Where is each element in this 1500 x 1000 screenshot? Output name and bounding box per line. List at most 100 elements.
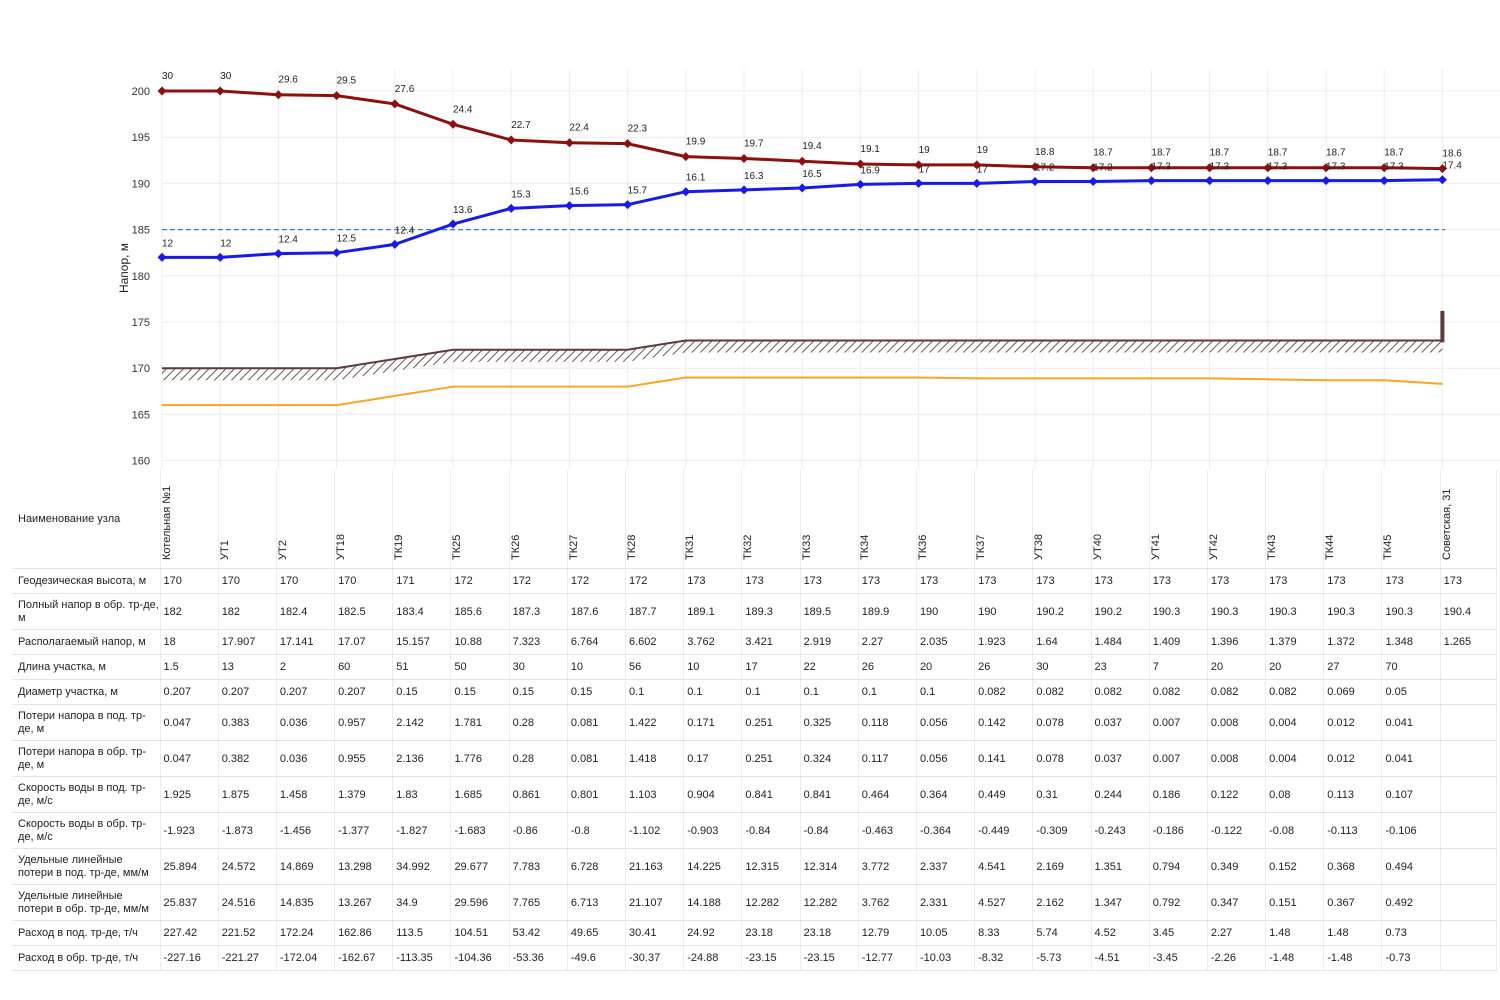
table-cell: 173 [858, 568, 917, 594]
table-row: Потери напора в под. тр-де, м 0.047 0.383 0… [12, 704, 1497, 741]
table-cell: 12.282 [800, 884, 859, 921]
y-tick-label: 165 [132, 409, 150, 421]
supply-data-label: 29.6 [278, 75, 298, 86]
head-profile-chart: 160 165 170 175 180 185 190 195 200 Напор, м 30 3… [117, 69, 1500, 469]
node-name-cell: ТК43 [1265, 470, 1325, 569]
return-data-label: 12 [220, 238, 232, 249]
return-point [448, 219, 458, 229]
table-cell: 10.05 [916, 920, 976, 946]
table-cell: 0.28 [509, 704, 568, 741]
node-name-cell: УТ18 [334, 470, 394, 569]
return-data-label: 17.3 [1151, 162, 1171, 173]
table-cell: 53.42 [509, 920, 568, 946]
return-data-label: 12.4 [395, 225, 415, 236]
table-row: Удельные линейные потери в под. тр-де, м… [12, 848, 1497, 885]
table-cell: -0.84 [741, 812, 801, 849]
table-cell: 3.772 [858, 848, 917, 885]
table-cell: 0.207 [218, 679, 277, 705]
return-data-label: 12.5 [337, 234, 357, 245]
table-cell: 0.036 [276, 740, 336, 777]
row-header: Удельные линейные потери в под. тр-де, м… [12, 848, 161, 885]
table-cell: 0.036 [276, 704, 336, 741]
return-point [1088, 177, 1098, 187]
node-name: ТК27 [567, 534, 580, 560]
return-point [506, 203, 516, 213]
table-cell: 0.142 [974, 704, 1034, 741]
return-point [797, 183, 807, 193]
table-cell: 173 [916, 568, 976, 594]
table-cell: 70 [1381, 654, 1441, 680]
table-cell: 26 [974, 654, 1034, 680]
table-cell: 0.494 [1381, 848, 1441, 885]
table-cell: 17 [741, 654, 801, 680]
table-cell: 1.396 [1207, 629, 1267, 655]
table-cell: -0.106 [1381, 812, 1441, 849]
y-tick-label: 180 [132, 271, 150, 283]
table-cell: 0.955 [334, 740, 394, 777]
table-cell: 0.244 [1091, 776, 1150, 813]
node-name: ТК25 [451, 534, 464, 560]
table-cell: -1.102 [625, 812, 685, 849]
supply-data-label: 22.4 [569, 123, 589, 134]
node-name: УТ40 [1091, 534, 1104, 560]
supply-point [332, 91, 342, 101]
table-cell: 51 [392, 654, 452, 680]
y-tick-label: 170 [132, 363, 150, 375]
table-row: Скорость воды в под. тр-де, м/с 1.925 1.87… [12, 776, 1497, 813]
table-cell: 0.078 [1032, 740, 1092, 777]
supply-data-label: 29.5 [337, 76, 357, 87]
node-name: Советская, 31 [1440, 488, 1453, 560]
table-cell: 24.92 [683, 920, 743, 946]
return-point [739, 185, 749, 195]
table-cell: 173 [1323, 568, 1383, 594]
table-cell: 190 [974, 593, 1034, 630]
node-name: ТК34 [858, 534, 871, 560]
table-cell: -23.15 [741, 945, 801, 971]
supply-data-label: 18.7 [1210, 148, 1230, 159]
node-name-cell: УТ41 [1149, 470, 1208, 569]
table-cell: -24.88 [683, 945, 743, 971]
supply-point [1321, 163, 1331, 173]
table-cell: 2.162 [1032, 884, 1092, 921]
table-cell: 173 [741, 568, 801, 594]
node-name-cell: ТК27 [567, 470, 627, 569]
table-cell: 3.762 [683, 629, 743, 655]
table-cell: 0.171 [683, 704, 743, 741]
table-cell: 29.677 [450, 848, 510, 885]
table-cell: 104.51 [450, 920, 510, 946]
table-cell: -0.8 [567, 812, 627, 849]
table-cell: 172 [509, 568, 568, 594]
node-name-cell: УТ42 [1207, 470, 1267, 569]
table-cell: -0.364 [916, 812, 976, 849]
table-cell: 0.207 [276, 679, 336, 705]
y-tick-label: 200 [132, 86, 150, 98]
table-cell: 2.142 [392, 704, 452, 741]
node-name-cell: ТК34 [858, 470, 917, 569]
table-cell: 23.18 [800, 920, 859, 946]
table-cell: 0.207 [160, 679, 219, 705]
table-cell: 0.008 [1207, 704, 1267, 741]
table-cell: 3.45 [1149, 920, 1208, 946]
table-cell: 113.5 [392, 920, 452, 946]
table-cell: 14.225 [683, 848, 743, 885]
node-name: ТК32 [742, 534, 755, 560]
supply-point [855, 159, 865, 169]
table-cell: 0.007 [1149, 704, 1208, 741]
node-name-cell: ТК44 [1323, 470, 1383, 569]
table-cell: 0.492 [1381, 884, 1441, 921]
table-cell: 0.349 [1207, 848, 1267, 885]
table-cell: 0.1 [741, 679, 801, 705]
table-cell: 4.527 [974, 884, 1034, 921]
table-cell: 0.08 [1265, 776, 1325, 813]
table-row: Расход в обр. тр-де, т/ч -227.16 -221.27 -1… [12, 945, 1497, 971]
table-cell: 0.141 [974, 740, 1034, 777]
table-cell [1440, 740, 1497, 777]
table-cell: -0.84 [800, 812, 859, 849]
table-cell: 0.207 [334, 679, 394, 705]
return-data-label: 15.7 [628, 186, 648, 197]
supply-point [1437, 164, 1447, 174]
return-point [623, 200, 633, 210]
supply-data-label: 19.7 [744, 138, 764, 149]
table-cell: 172 [567, 568, 627, 594]
table-cell: 3.421 [741, 629, 801, 655]
